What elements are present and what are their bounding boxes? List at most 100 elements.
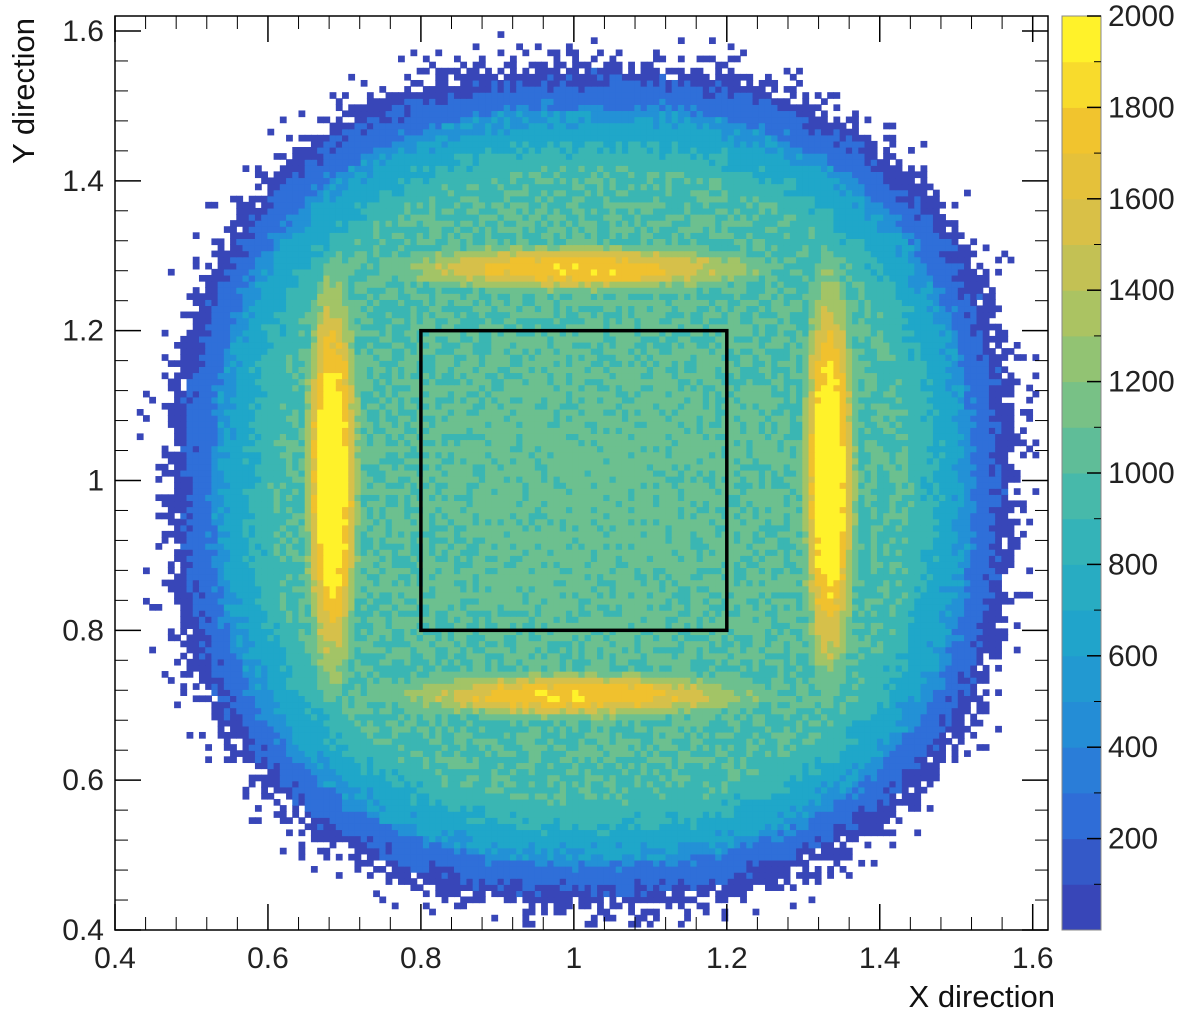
- heatmap-cell: [597, 744, 604, 751]
- heatmap-cell: [584, 811, 592, 818]
- heatmap-cell: [509, 756, 517, 764]
- heatmap-cell: [715, 853, 723, 861]
- heatmap-cell: [323, 774, 331, 782]
- heatmap-cell: [640, 853, 648, 861]
- heatmap-cell: [565, 640, 573, 648]
- heatmap-cell: [304, 634, 312, 642]
- heatmap-cell: [447, 756, 455, 764]
- heatmap-cell: [516, 811, 524, 818]
- heatmap-cell: [410, 847, 418, 855]
- heatmap-cell: [833, 817, 841, 824]
- heatmap-cell: [839, 707, 847, 715]
- heatmap-cell: [988, 652, 996, 660]
- heatmap-cell: [628, 896, 635, 904]
- heatmap-cell: [702, 634, 710, 642]
- heatmap-cell: [416, 853, 424, 861]
- heatmap-cell: [746, 762, 754, 770]
- heatmap-cell: [908, 634, 915, 642]
- heatmap-cell: [267, 731, 275, 739]
- heatmap-cell: [503, 896, 511, 904]
- heatmap-cell: [721, 731, 729, 739]
- heatmap-cell: [541, 805, 548, 812]
- heatmap-cell: [789, 853, 797, 861]
- heatmap-cell: [640, 725, 648, 733]
- heatmap-cell: [385, 859, 393, 867]
- heatmap-cell: [528, 671, 536, 678]
- heatmap-cell: [789, 750, 797, 757]
- heatmap-cell: [441, 835, 449, 843]
- heatmap-cell: [267, 792, 275, 800]
- heatmap-cell: [342, 774, 349, 782]
- heatmap-cell: [889, 671, 897, 678]
- heatmap-cell: [696, 829, 704, 837]
- heatmap-cell: [547, 835, 555, 843]
- heatmap-cell: [883, 707, 890, 715]
- heatmap-cell: [547, 872, 555, 879]
- heatmap-cell: [528, 920, 536, 928]
- heatmap-cell: [435, 872, 443, 879]
- heatmap-cell: [802, 707, 810, 715]
- heatmap-cell: [615, 853, 623, 861]
- heatmap-cell: [603, 646, 611, 654]
- heatmap-cell: [870, 805, 878, 812]
- heatmap-cell: [634, 878, 642, 885]
- heatmap-cell: [964, 671, 971, 678]
- heatmap-cell: [684, 664, 691, 672]
- heatmap-cell: [634, 811, 642, 818]
- heatmap-cell: [951, 622, 959, 629]
- heatmap-cell: [248, 689, 256, 696]
- heatmap-cell: [534, 872, 542, 879]
- heatmap-cell: [852, 634, 859, 642]
- heatmap-cell: [273, 664, 281, 672]
- heatmap-cell: [528, 829, 536, 837]
- heatmap-cell: [354, 762, 362, 770]
- heatmap-cell: [559, 792, 567, 800]
- heatmap-cell: [721, 805, 729, 812]
- heatmap-cell: [621, 780, 629, 788]
- heatmap-cell: [485, 646, 492, 654]
- heatmap-cell: [876, 701, 884, 709]
- heatmap-cell: [957, 701, 965, 709]
- heatmap-cell: [895, 646, 903, 654]
- heatmap-cell: [435, 671, 443, 678]
- heatmap-cell: [329, 689, 337, 696]
- heatmap-cell: [174, 701, 181, 709]
- heatmap-cell: [603, 835, 611, 843]
- heatmap-cell: [528, 640, 536, 648]
- heatmap-cell: [746, 756, 754, 764]
- heatmap-cell: [845, 719, 853, 727]
- heatmap-cell: [883, 664, 890, 672]
- heatmap-cell: [298, 616, 306, 623]
- heatmap-cell: [572, 707, 579, 715]
- heatmap-cell: [808, 622, 816, 629]
- heatmap-cell: [385, 622, 393, 629]
- heatmap-cell: [690, 677, 698, 684]
- heatmap-cell: [497, 640, 505, 648]
- heatmap-cell: [808, 768, 816, 776]
- heatmap-cell: [690, 847, 698, 855]
- heatmap-cell: [329, 835, 337, 843]
- heatmap-cell: [671, 774, 679, 782]
- heatmap-cell: [447, 792, 455, 800]
- heatmap-cell: [758, 756, 766, 764]
- heatmap-cell: [559, 683, 567, 690]
- heatmap-cell: [653, 841, 660, 849]
- heatmap-cell: [653, 884, 660, 891]
- heatmap-cell: [422, 707, 430, 715]
- heatmap-cell: [441, 866, 449, 873]
- heatmap-cell: [553, 744, 561, 751]
- heatmap-cell: [659, 817, 667, 824]
- heatmap-cell: [565, 835, 573, 843]
- heatmap-cell: [789, 628, 797, 636]
- heatmap-cell: [186, 646, 194, 654]
- heatmap-cell: [820, 774, 828, 782]
- heatmap-cell: [740, 823, 747, 831]
- heatmap-cell: [827, 683, 835, 690]
- heatmap-cell: [895, 713, 903, 721]
- heatmap-cell: [789, 622, 797, 629]
- heatmap-cell: [597, 798, 604, 806]
- heatmap-cell: [764, 847, 772, 855]
- heatmap-cell: [279, 774, 287, 782]
- heatmap-cell: [534, 866, 542, 873]
- heatmap-cell: [752, 725, 760, 733]
